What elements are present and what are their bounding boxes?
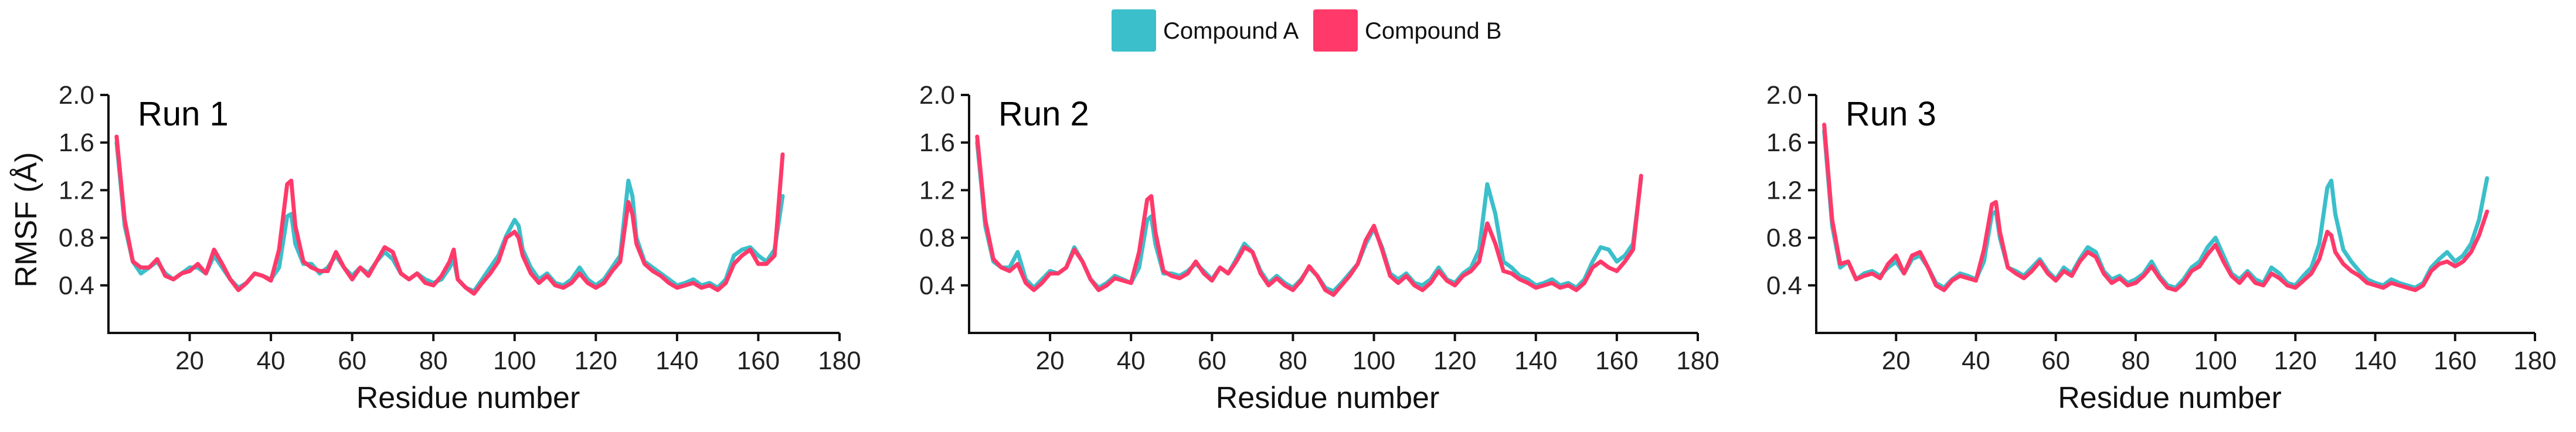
panel-title: Run 3 (1846, 95, 1936, 133)
panel-run-2: 0.4 0.8 1.2 1.6 2.0 20 40 60 80 100 120 140 160 180 Re… (919, 81, 1719, 415)
y-tick-label: 0.4 (1766, 271, 1802, 300)
x-tick-label: 80 (2121, 346, 2150, 375)
x-tick-label: 60 (2041, 346, 2070, 375)
y-tick-label: 1.2 (1766, 176, 1802, 205)
x-tick-label: 120 (575, 346, 617, 375)
y-tick-label: 0.8 (919, 224, 955, 253)
x-tick-label: 140 (1514, 346, 1557, 375)
y-tick-label: 1.6 (59, 128, 94, 157)
x-tick-label: 120 (1433, 346, 1476, 375)
y-tick-label: 0.4 (919, 271, 955, 300)
legend: Compound A Compound B (1112, 9, 1501, 52)
y-tick-label: 0.8 (59, 224, 94, 253)
x-tick-label: 180 (818, 346, 861, 375)
x-axis-title: Residue number (2058, 381, 2282, 415)
x-tick-label: 100 (1352, 346, 1395, 375)
series-line-compound-b (975, 134, 1643, 297)
y-tick-label: 0.4 (59, 271, 94, 300)
panel-run-1: 0.4 0.8 1.2 1.6 2.0 20 40 60 80 100 120 140 160 180 Re… (9, 81, 861, 415)
x-tick-label: 40 (1117, 346, 1146, 375)
y-tick-label: 1.2 (919, 176, 955, 205)
legend-label-compound-b: Compound B (1365, 18, 1501, 44)
panel-title: Run 2 (998, 95, 1089, 133)
y-tick-label: 1.6 (1766, 128, 1802, 157)
x-tick-label: 180 (2513, 346, 2556, 375)
x-tick-label: 20 (1036, 346, 1065, 375)
x-tick-label: 60 (338, 346, 366, 375)
x-axis-title: Residue number (1216, 381, 1440, 415)
y-tick-label: 2.0 (1766, 81, 1802, 110)
legend-label-compound-a: Compound A (1163, 18, 1299, 44)
x-tick-label: 40 (1962, 346, 1990, 375)
y-axis-title: RMSF (Å) (9, 152, 43, 287)
x-tick-label: 120 (2274, 346, 2317, 375)
x-tick-label: 100 (493, 346, 536, 375)
x-tick-label: 20 (175, 346, 204, 375)
series-line-compound-b (1822, 123, 2489, 292)
y-tick-label: 0.8 (1766, 224, 1802, 253)
x-tick-label: 80 (1279, 346, 1307, 375)
series-line-compound-b (114, 134, 785, 296)
y-tick-label: 1.6 (919, 128, 955, 157)
x-tick-label: 100 (2194, 346, 2237, 375)
x-tick-label: 140 (655, 346, 698, 375)
x-tick-label: 40 (257, 346, 286, 375)
x-axis-title: Residue number (356, 381, 580, 415)
legend-swatch-compound-a (1112, 9, 1156, 52)
series-line-compound-a (1822, 128, 2489, 290)
x-tick-label: 80 (419, 346, 448, 375)
x-tick-label: 20 (1882, 346, 1911, 375)
panel-title: Run 1 (138, 95, 229, 133)
legend-swatch-compound-b (1313, 9, 1358, 52)
y-tick-label: 1.2 (59, 176, 94, 205)
x-tick-label: 140 (2354, 346, 2397, 375)
panels: 0.4 0.8 1.2 1.6 2.0 20 40 60 80 100 120 140 160 180 Re… (9, 81, 2557, 415)
y-tick-label: 2.0 (919, 81, 955, 110)
panel-run-3: 0.4 0.8 1.2 1.6 2.0 20 40 60 80 100 120 140 160 180 Re… (1766, 81, 2557, 415)
y-tick-label: 2.0 (59, 81, 94, 110)
x-tick-label: 160 (1595, 346, 1638, 375)
x-tick-label: 60 (1198, 346, 1226, 375)
series-line-compound-a (114, 140, 785, 294)
x-tick-label: 180 (1676, 346, 1719, 375)
x-tick-label: 160 (2434, 346, 2476, 375)
x-tick-label: 160 (737, 346, 780, 375)
